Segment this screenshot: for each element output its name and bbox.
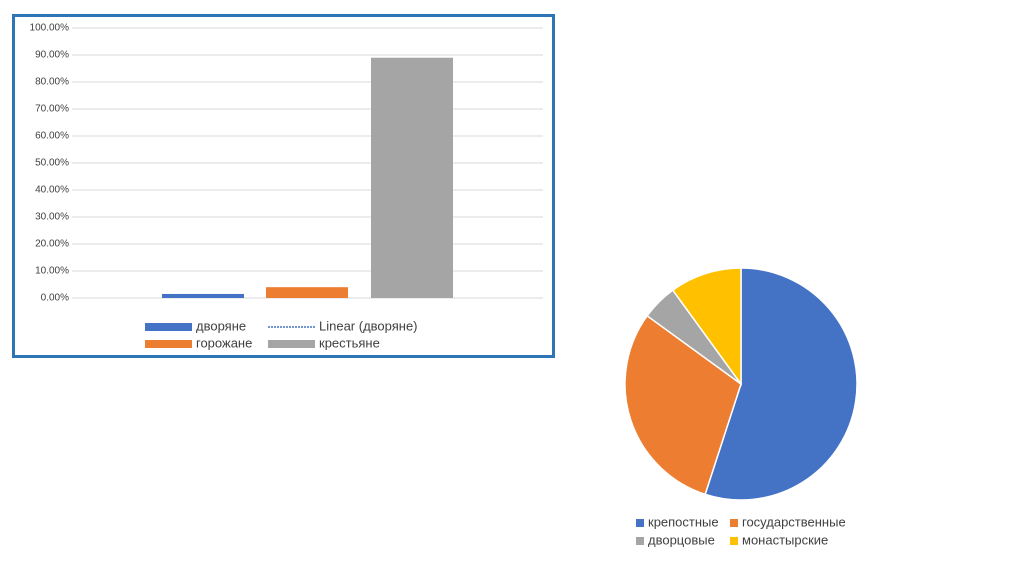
pie-slice — [704, 267, 858, 501]
y-tick-label: 100.00% — [30, 23, 70, 34]
legend-label: Linear (дворяне) — [319, 318, 418, 333]
y-tick-label: 20.00% — [35, 239, 69, 250]
y-tick-label: 40.00% — [35, 185, 69, 196]
y-tick-label: 60.00% — [35, 131, 69, 142]
y-tick-label: 50.00% — [35, 158, 69, 169]
legend-swatch — [636, 537, 644, 545]
legend-label: крепостные — [648, 514, 719, 529]
legend-label: горожане — [196, 335, 252, 350]
bar — [266, 287, 348, 298]
bar — [162, 293, 244, 298]
bar — [371, 57, 453, 299]
y-tick-label: 80.00% — [35, 77, 69, 88]
y-tick-label: 10.00% — [35, 266, 69, 277]
legend-swatch — [145, 340, 192, 348]
pie-slice — [624, 314, 742, 496]
legend-label: монастырские — [742, 532, 828, 547]
legend-swatch — [145, 323, 192, 331]
bar-chart-frame — [12, 14, 555, 358]
legend-label: государственные — [742, 514, 846, 529]
legend-label: дворяне — [196, 318, 246, 333]
y-tick-label: 30.00% — [35, 212, 69, 223]
legend-swatch — [730, 537, 738, 545]
legend-swatch — [268, 340, 315, 348]
legend-swatch — [636, 519, 644, 527]
y-tick-label: 90.00% — [35, 50, 69, 61]
legend-label: дворцовые — [648, 532, 715, 547]
y-tick-label: 0.00% — [41, 293, 69, 304]
y-tick-label: 70.00% — [35, 104, 69, 115]
legend-swatch — [730, 519, 738, 527]
legend-label: крестьяне — [319, 335, 380, 350]
pie-slice — [671, 267, 742, 387]
